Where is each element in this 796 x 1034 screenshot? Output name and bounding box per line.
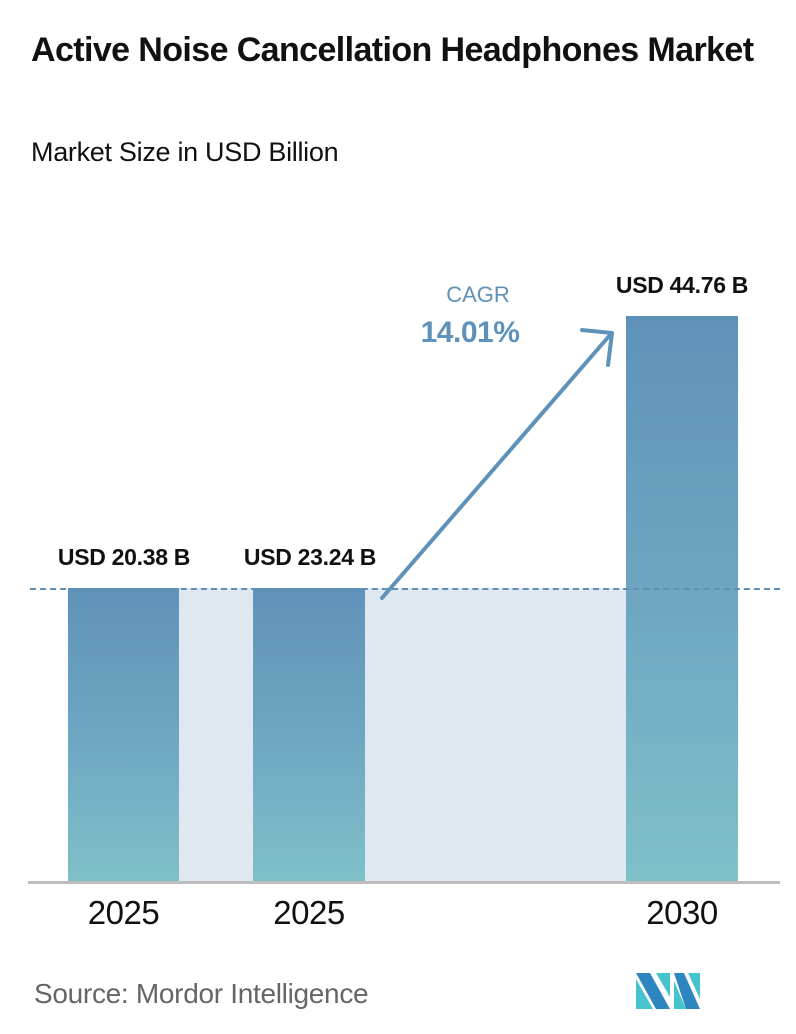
bar-value-label: USD 23.24 B — [243, 544, 377, 570]
x-tick-label: 2025 — [87, 894, 160, 931]
bar-value-label: USD 20.38 B — [57, 544, 191, 570]
cagr-value: 14.01% — [420, 316, 520, 349]
chart-title: Active Noise Cancellation Headphones Mar… — [31, 31, 754, 69]
background-band — [365, 588, 626, 884]
x-tick-label: 2025 — [273, 894, 345, 931]
reference-dashed-line — [30, 588, 780, 590]
source-text: Source: Mordor Intelligence — [34, 978, 369, 1009]
x-axis-line — [28, 881, 780, 884]
bar-2025-b — [253, 588, 365, 882]
cagr-label: CAGR — [446, 282, 510, 307]
bar-2030 — [626, 316, 738, 882]
mordor-intelligence-logo-icon — [636, 973, 700, 1009]
background-band — [179, 588, 253, 884]
bar-2025-a — [68, 588, 179, 882]
bar-value-label: USD 44.76 B — [615, 272, 749, 298]
x-tick-label: 2030 — [646, 894, 718, 931]
chart-subtitle: Market Size in USD Billion — [31, 137, 339, 167]
